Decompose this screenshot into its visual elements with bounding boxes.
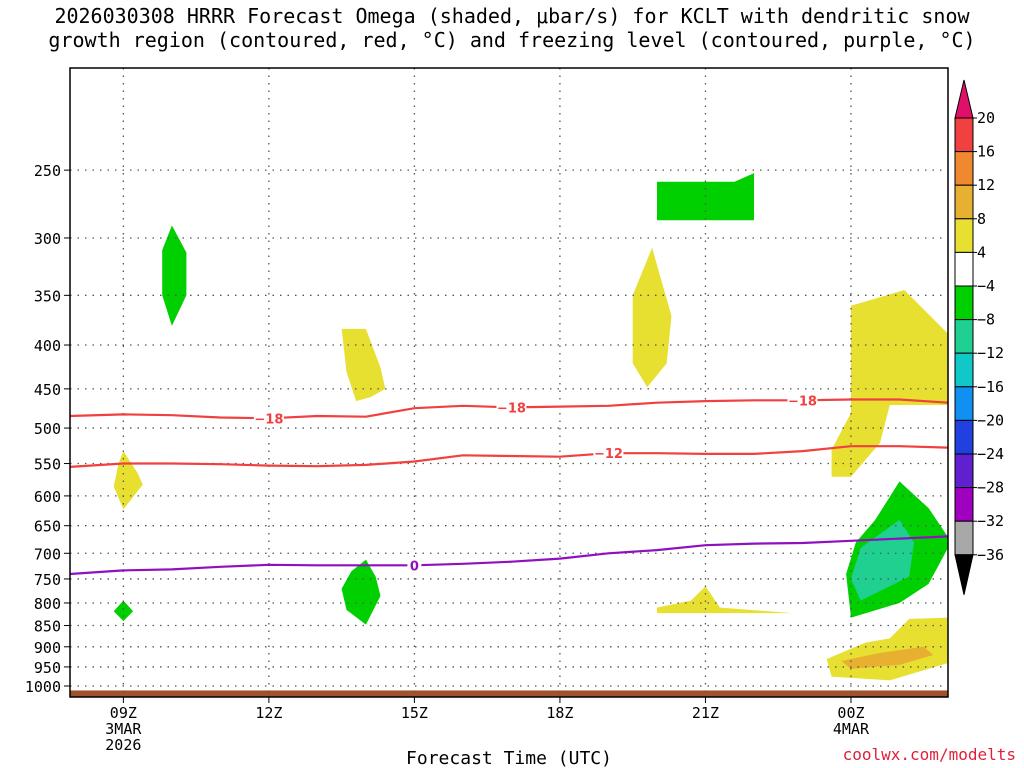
chart-title-line2: growth region (contoured, red, °C) and f… [48,28,976,52]
contour-label-bg [496,399,527,415]
contour-label: −18 [497,401,526,416]
colorbar: 20 16 12 8 4 −4 −8 −12 −16 −20 −24 −28 −32 −36 [954,79,1004,595]
colorbar-swatch [954,352,974,388]
colorbar-label: 4 [977,243,986,261]
colorbar-swatch [954,419,974,455]
colorbar-label: −36 [977,546,1004,564]
omega-region-8 [657,586,793,614]
colorbar-label: −12 [977,344,1004,362]
colorbar-swatch [954,285,974,321]
x-tick-label: 09Z [110,704,137,722]
contour-line-2 [69,445,949,468]
chart-title-line1: 2026030308 HRRR Forecast Omega (shaded, … [54,4,970,28]
x-tick-label: 3MAR [105,720,142,738]
y-tick-label: 250 [34,162,61,180]
y-tick-label: 800 [34,595,61,613]
omega-region-6 [632,247,672,388]
colorbar-label: −20 [977,411,1004,429]
colorbar-label: −32 [977,512,1004,530]
contour-label-bg [253,410,284,426]
colorbar-swatch [954,386,974,421]
y-tick-label: 500 [34,420,61,438]
omega-region-2 [162,225,187,326]
x-axis-label: Forecast Time (UTC) [406,748,612,768]
contour-label: 0 [410,559,419,574]
y-tick-label: 550 [34,456,61,474]
omega-shading-layer [113,173,948,681]
colorbar-label: −24 [977,445,1004,463]
chart-title: 2026030308 HRRR Forecast Omega (shaded, … [0,4,1024,52]
colorbar-label: 12 [977,176,995,194]
y-tick-label: 600 [34,488,61,506]
grid-layer [70,68,948,697]
colorbar-swatch [954,218,974,253]
ground-layer [70,690,948,697]
x-tick-label: 21Z [692,704,719,722]
colorbar-swatch [954,251,974,287]
omega-region-4 [341,328,386,402]
omega-region-11 [851,519,914,601]
x-tick-label: 00Z [837,704,864,722]
contour-label-bg [787,392,818,408]
y-tick-label: 850 [34,618,61,636]
contour-label: −18 [788,394,817,409]
colorbar-swatch [954,520,974,556]
credit-text: coolwx.com/modelts [843,745,1016,764]
colorbar-label: −16 [977,378,1004,396]
y-tick-label: 950 [34,659,61,677]
y-tick-label: 300 [34,230,61,248]
x-tick-label: 4MAR [833,720,870,738]
colorbar-label: 20 [977,109,995,127]
contour-line-3 [69,535,949,576]
y-tick-label: 750 [34,571,61,589]
colorbar-bottom-arrow [954,554,974,595]
colorbar-swatch [954,319,974,354]
omega-region-9 [831,290,948,477]
colorbar-swatch [954,151,974,186]
y-tick-label: 450 [34,381,61,399]
x-tick-label: 15Z [401,704,428,722]
colorbar-label: 8 [977,210,986,228]
y-tick-label: 900 [34,639,61,657]
colorbar-swatch [954,487,974,522]
y-tick-label: 700 [34,545,61,563]
contour-label-bg [593,445,624,461]
colorbar-label: −4 [977,277,995,295]
omega-region-13 [841,646,934,669]
x-tick-label: 18Z [546,704,573,722]
colorbar-swatch [954,117,974,153]
contour-label: −18 [254,412,283,427]
ground-surface [70,690,948,697]
colorbar-swatch [954,184,974,220]
y-tick-label: 350 [34,287,61,305]
y-axis-ticks: 250 300 350 400 450 500 550 600 650 700 750 800 850 9… [25,162,70,696]
omega-region-1 [113,451,143,510]
omega-region-12 [826,617,948,681]
colorbar-top-arrow [954,79,974,119]
x-tick-label: 2026 [105,736,141,754]
colorbar-label: 16 [977,143,995,161]
x-tick-label: 12Z [255,704,282,722]
omega-region-5 [341,559,381,625]
contour-layer: −18 −18 −18 −12 0 [69,392,949,576]
contour-label-bg [407,557,422,573]
colorbar-swatch [954,453,974,489]
colorbar-label: −8 [977,311,995,329]
plot-frame [69,67,949,698]
omega-region-3 [113,600,134,622]
y-tick-label: 400 [34,337,61,355]
y-tick-label: 1000 [25,678,61,696]
y-tick-label: 650 [34,518,61,536]
colorbar-label: −28 [977,479,1004,497]
contour-label: −12 [594,447,623,462]
